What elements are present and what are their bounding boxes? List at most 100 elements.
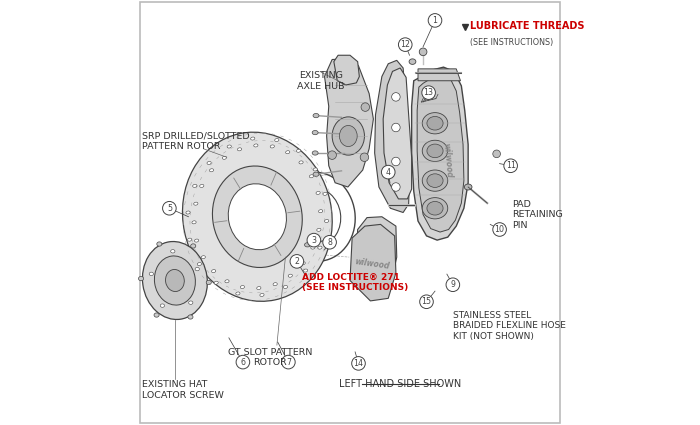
Circle shape [428,14,442,27]
Ellipse shape [160,304,164,307]
Polygon shape [418,69,461,81]
Ellipse shape [311,246,315,249]
Ellipse shape [325,219,329,223]
Ellipse shape [236,292,240,295]
Polygon shape [374,60,409,212]
Text: STAINLESS STEEL
BRAIDED FLEXLINE HOSE
KIT (NOT SHOWN): STAINLESS STEEL BRAIDED FLEXLINE HOSE KI… [453,311,566,341]
Ellipse shape [332,117,365,155]
Ellipse shape [188,238,192,241]
Ellipse shape [301,262,305,265]
Text: 1: 1 [433,16,438,25]
Text: GT SLOT PATTERN
ROTOR: GT SLOT PATTERN ROTOR [228,348,312,367]
Text: 9: 9 [450,280,455,289]
Ellipse shape [227,145,231,148]
Ellipse shape [260,293,264,297]
Text: EXISTING HAT
LOCATOR SCREW: EXISTING HAT LOCATOR SCREW [142,380,223,400]
Circle shape [392,123,400,132]
Ellipse shape [318,210,323,212]
Ellipse shape [228,184,286,250]
Ellipse shape [422,140,448,162]
Text: SRP DRILLED/SLOTTED
PATTERN ROTOR: SRP DRILLED/SLOTTED PATTERN ROTOR [142,132,249,151]
Circle shape [162,201,176,215]
Ellipse shape [188,315,193,319]
Text: 7: 7 [286,357,291,367]
Circle shape [290,255,304,268]
Ellipse shape [422,198,448,219]
Ellipse shape [427,144,443,158]
Ellipse shape [154,313,159,317]
Text: 4: 4 [386,167,391,177]
Ellipse shape [422,170,448,191]
Ellipse shape [225,280,229,283]
Ellipse shape [286,151,290,154]
Ellipse shape [309,175,314,178]
Text: ADD LOCTITE® 271
(SEE INSTRUCTIONS): ADD LOCTITE® 271 (SEE INSTRUCTIONS) [302,273,408,292]
Ellipse shape [171,249,175,253]
Ellipse shape [165,269,184,292]
Text: LEFT HAND SIDE SHOWN: LEFT HAND SIDE SHOWN [339,379,461,389]
Circle shape [419,48,427,56]
Text: wilwood: wilwood [354,257,390,270]
Ellipse shape [316,191,320,195]
Ellipse shape [251,137,255,140]
Circle shape [392,157,400,166]
Ellipse shape [143,241,207,320]
Ellipse shape [193,184,197,187]
Polygon shape [356,217,397,283]
Circle shape [281,355,295,369]
Ellipse shape [195,267,199,271]
Text: 6: 6 [240,357,246,367]
Ellipse shape [296,149,300,152]
Ellipse shape [313,172,319,176]
Text: EXISTING
AXLE HUB: EXISTING AXLE HUB [298,71,345,91]
Ellipse shape [240,286,244,289]
Circle shape [307,233,321,247]
Ellipse shape [192,221,196,224]
Ellipse shape [422,113,448,134]
Circle shape [392,93,400,101]
Ellipse shape [340,125,357,147]
Ellipse shape [139,276,143,280]
Circle shape [323,235,337,249]
Circle shape [392,183,400,191]
Ellipse shape [195,239,199,242]
Circle shape [351,357,365,370]
Polygon shape [417,76,464,232]
Ellipse shape [197,263,202,266]
Ellipse shape [317,228,321,231]
Circle shape [422,86,435,99]
Ellipse shape [323,193,327,196]
Ellipse shape [270,145,274,148]
Ellipse shape [199,184,204,187]
Text: 3: 3 [312,235,316,245]
Ellipse shape [427,174,443,187]
Polygon shape [350,224,396,301]
Circle shape [504,159,517,173]
Polygon shape [325,59,373,187]
Ellipse shape [288,274,293,277]
Text: 2: 2 [295,257,300,266]
Ellipse shape [284,286,288,289]
Circle shape [236,355,250,369]
Circle shape [361,103,370,111]
Ellipse shape [304,243,311,247]
Ellipse shape [427,201,443,215]
Text: LUBRICATE THREADS: LUBRICATE THREADS [470,21,584,31]
Ellipse shape [194,202,198,205]
Ellipse shape [157,242,162,246]
Text: 13: 13 [424,88,433,97]
Ellipse shape [313,168,317,171]
Circle shape [398,38,412,51]
Text: (SEE INSTRUCTIONS): (SEE INSTRUCTIONS) [470,38,553,47]
Circle shape [420,295,433,309]
Circle shape [493,150,500,158]
Polygon shape [383,68,412,199]
Ellipse shape [183,132,332,301]
Ellipse shape [254,144,258,147]
Ellipse shape [190,244,196,248]
Ellipse shape [313,113,319,118]
Text: 14: 14 [354,359,363,368]
Ellipse shape [299,161,303,164]
Ellipse shape [312,130,318,135]
Ellipse shape [464,184,472,190]
